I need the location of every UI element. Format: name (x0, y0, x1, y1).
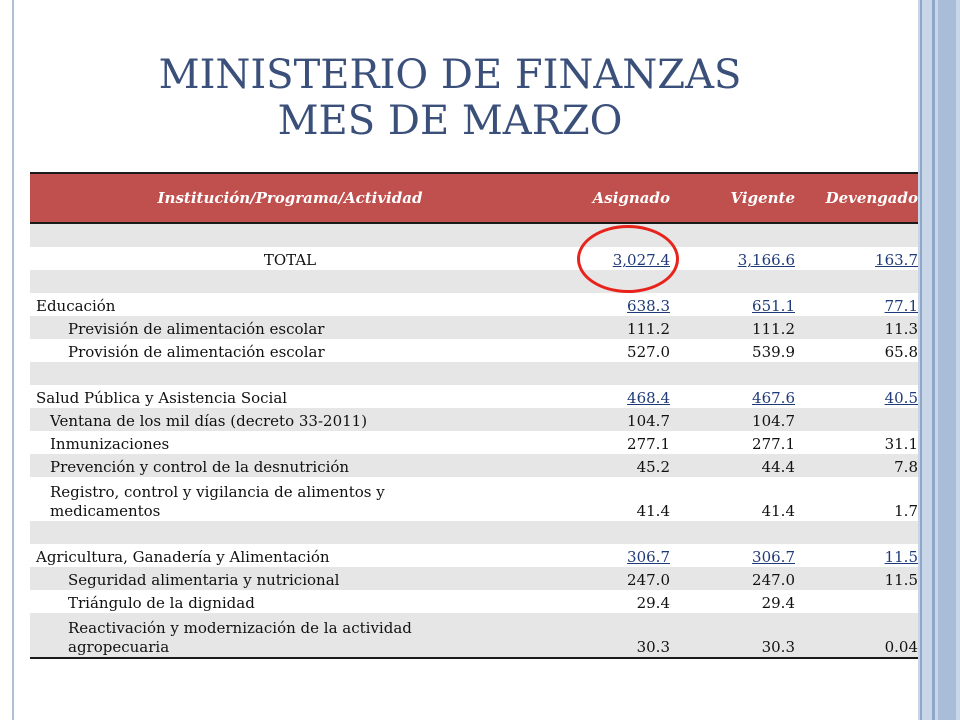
table-row: Ventana de los mil días (decreto 33-2011… (30, 408, 918, 431)
spacer-row (30, 270, 918, 293)
row-label: Triángulo de la dignidad (30, 590, 550, 613)
cell-devengado (795, 590, 918, 613)
total-devengado[interactable]: 163.7 (875, 251, 918, 269)
table-row: Registro, control y vigilancia de alimen… (30, 477, 918, 521)
table-row: Provisión de alimentación escolar 527.0 … (30, 339, 918, 362)
table-row-total: TOTAL 3,027.4 3,166.6 163.7 (30, 247, 918, 270)
cell-vigente[interactable]: 306.7 (752, 548, 795, 566)
cell-asignado[interactable]: 638.3 (627, 297, 670, 315)
row-label: Previsión de alimentación escolar (30, 316, 550, 339)
row-label: Inmunizaciones (30, 431, 550, 454)
cell-devengado (795, 408, 918, 431)
cell-vigente: 247.0 (670, 567, 795, 590)
header-institucion: Institución/Programa/Actividad (30, 172, 550, 224)
table-row-salud: Salud Pública y Asistencia Social 468.4 … (30, 385, 918, 408)
cell-devengado[interactable]: 11.5 (884, 548, 918, 566)
row-label: Agricultura, Ganadería y Alimentación (30, 544, 550, 567)
table-row: Triángulo de la dignidad 29.4 29.4 (30, 590, 918, 613)
cell-asignado: 111.2 (550, 316, 670, 339)
border-stripe (920, 0, 922, 720)
table-row-agricultura: Agricultura, Ganadería y Alimentación 30… (30, 544, 918, 567)
table-row-educacion: Educación 638.3 651.1 77.1 (30, 293, 918, 316)
cell-asignado: 30.3 (550, 613, 670, 659)
table-row: Previsión de alimentación escolar 111.2 … (30, 316, 918, 339)
cell-vigente: 44.4 (670, 454, 795, 477)
cell-devengado[interactable]: 40.5 (884, 389, 918, 407)
cell-asignado: 45.2 (550, 454, 670, 477)
cell-asignado[interactable]: 468.4 (627, 389, 670, 407)
table-row: Seguridad alimentaria y nutricional 247.… (30, 567, 918, 590)
table-row: Inmunizaciones 277.1 277.1 31.1 (30, 431, 918, 454)
cell-asignado: 104.7 (550, 408, 670, 431)
header-devengado: Devengado (795, 172, 918, 224)
cell-asignado: 247.0 (550, 567, 670, 590)
slide-left-border (12, 0, 14, 720)
border-stripe (932, 0, 935, 720)
cell-vigente[interactable]: 467.6 (752, 389, 795, 407)
cell-vigente: 111.2 (670, 316, 795, 339)
header-vigente: Vigente (670, 172, 795, 224)
row-label: Reactivación y modernización de la activ… (30, 613, 550, 659)
cell-devengado[interactable]: 77.1 (884, 297, 918, 315)
row-label: Prevención y control de la desnutrición (30, 454, 550, 477)
row-label: Ventana de los mil días (decreto 33-2011… (30, 408, 550, 431)
cell-vigente: 104.7 (670, 408, 795, 431)
row-label: Seguridad alimentaria y nutricional (30, 567, 550, 590)
total-label: TOTAL (30, 247, 550, 270)
row-label: Salud Pública y Asistencia Social (30, 385, 550, 408)
row-label-line1: Reactivación y modernización de la activ… (68, 619, 412, 637)
slide-title-line1: MINISTERIO DE FINANZAS (158, 52, 742, 98)
cell-devengado: 1.7 (795, 477, 918, 521)
row-label: Provisión de alimentación escolar (30, 339, 550, 362)
spacer-row (30, 362, 918, 385)
cell-asignado: 41.4 (550, 477, 670, 521)
border-stripe (938, 0, 956, 720)
slide-right-border (918, 0, 960, 720)
cell-vigente[interactable]: 651.1 (752, 297, 795, 315)
highlight-circle (577, 225, 679, 293)
row-label: Educación (30, 293, 550, 316)
cell-devengado: 11.3 (795, 316, 918, 339)
header-asignado: Asignado (550, 172, 670, 224)
cell-asignado: 527.0 (550, 339, 670, 362)
cell-devengado: 65.8 (795, 339, 918, 362)
cell-vigente: 539.9 (670, 339, 795, 362)
table-row: Prevención y control de la desnutrición … (30, 454, 918, 477)
cell-asignado: 29.4 (550, 590, 670, 613)
spacer-row (30, 521, 918, 544)
table-header-row: Institución/Programa/Actividad Asignado … (30, 172, 918, 224)
cell-asignado[interactable]: 306.7 (627, 548, 670, 566)
cell-devengado: 31.1 (795, 431, 918, 454)
cell-devengado: 7.8 (795, 454, 918, 477)
row-label-line1: Registro, control y vigilancia de alimen… (50, 483, 385, 501)
table-row: Reactivación y modernización de la activ… (30, 613, 918, 659)
cell-vigente: 29.4 (670, 590, 795, 613)
cell-asignado: 277.1 (550, 431, 670, 454)
cell-vigente: 30.3 (670, 613, 795, 659)
spacer-row (30, 223, 918, 247)
cell-vigente: 277.1 (670, 431, 795, 454)
total-vigente[interactable]: 3,166.6 (737, 251, 795, 269)
budget-table: Institución/Programa/Actividad Asignado … (30, 172, 918, 659)
row-label-line2: medicamentos (50, 502, 161, 520)
cell-devengado: 0.04 (795, 613, 918, 659)
row-label: Registro, control y vigilancia de alimen… (30, 477, 550, 521)
cell-vigente: 41.4 (670, 477, 795, 521)
cell-devengado: 11.5 (795, 567, 918, 590)
slide-title-line2: MES DE MARZO (277, 98, 623, 144)
row-label-line2: agropecuaria (68, 638, 170, 656)
